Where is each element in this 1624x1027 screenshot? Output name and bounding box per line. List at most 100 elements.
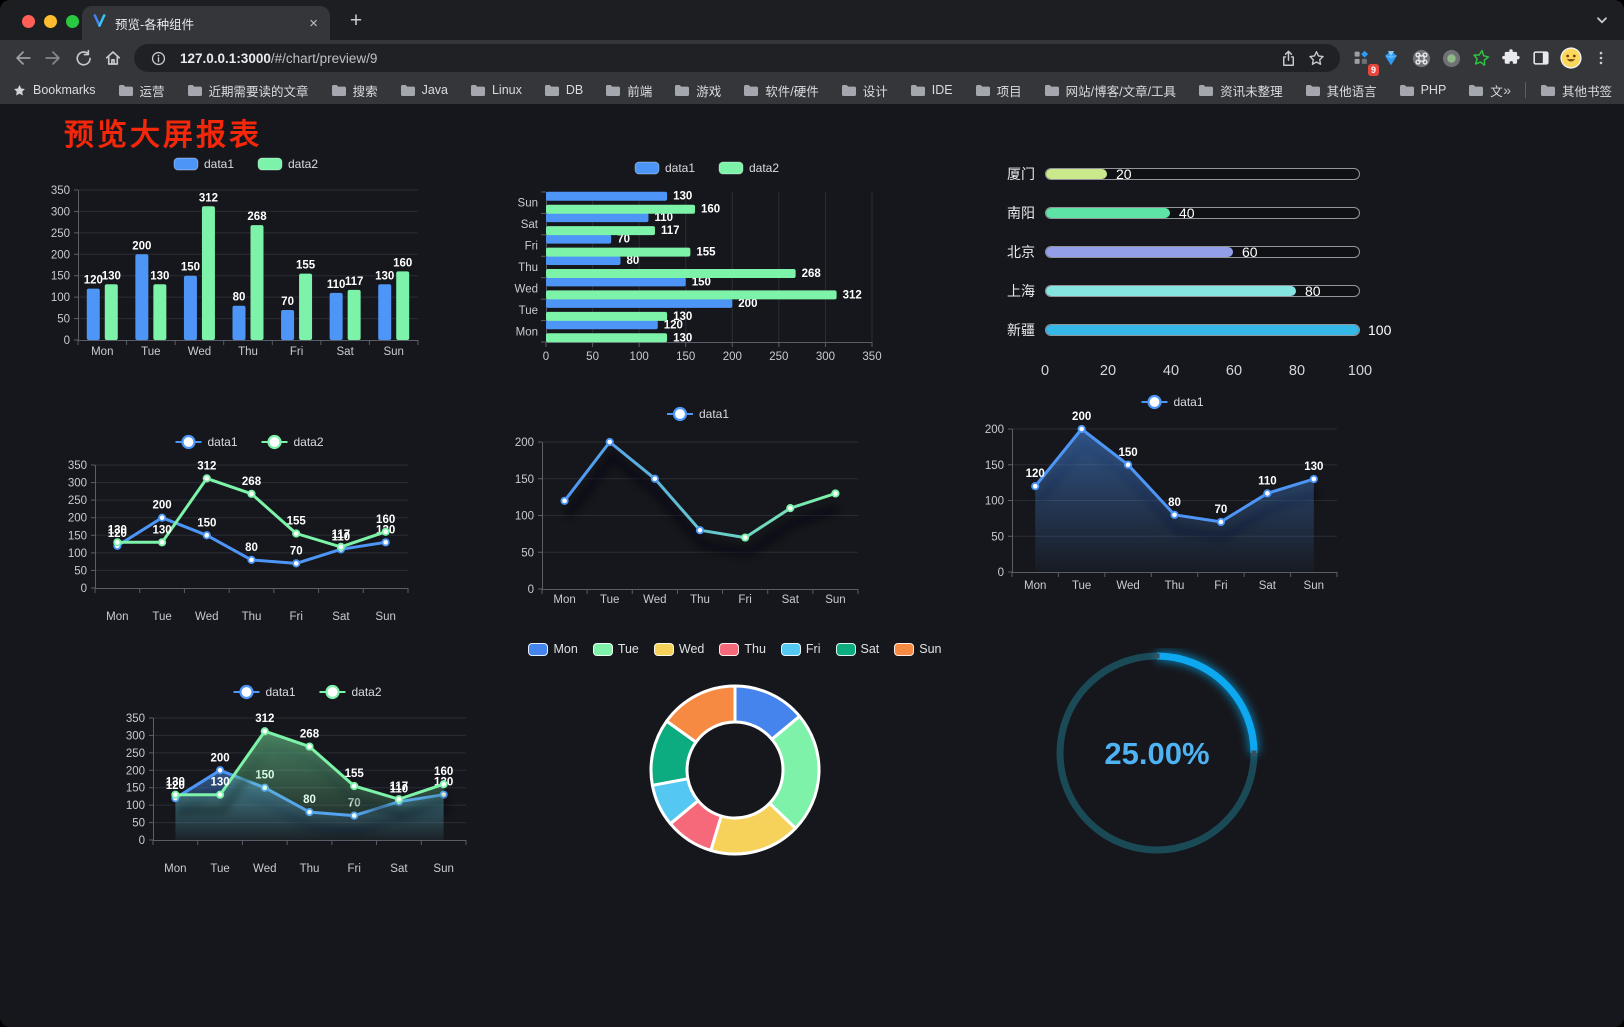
new-tab-button[interactable]: + bbox=[349, 9, 363, 32]
svg-text:200: 200 bbox=[68, 513, 87, 525]
bookmarks-manager-item[interactable]: Bookmarks bbox=[12, 83, 96, 98]
address-bar[interactable]: 127.0.0.1:3000/#/chart/preview/9 bbox=[134, 44, 1340, 72]
bookmarks-overflow-chevron[interactable]: » bbox=[1503, 82, 1511, 98]
hbar-data2-Sun bbox=[546, 204, 696, 214]
legend-item-Mon[interactable]: Mon bbox=[528, 642, 578, 656]
svg-text:0: 0 bbox=[139, 835, 145, 847]
horizontal-bar-chart: data1 data2 0 50 100 150 200 250 300 350 Mon Tue Wed… bbox=[506, 156, 886, 375]
legend-item-data1[interactable]: data1 bbox=[634, 161, 695, 175]
legend-swatch bbox=[592, 642, 613, 656]
bookmark-folder-item[interactable]: 游戏 bbox=[674, 81, 721, 100]
svg-text:312: 312 bbox=[199, 192, 218, 204]
legend-item-Sat[interactable]: Sat bbox=[835, 642, 879, 656]
bookmark-label: 游戏 bbox=[696, 84, 722, 99]
progress-track: 40 bbox=[1045, 205, 1360, 221]
extension-grid-icon[interactable]: 9 bbox=[1346, 43, 1379, 76]
sidebar-toggle-icon[interactable] bbox=[1526, 43, 1556, 73]
gradient-line-chart-svg: data1 0 50 100 150 200 Mon Tue Wed Thu Fri Sat Sun bbox=[515, 406, 859, 606]
extension-gem-icon[interactable] bbox=[1376, 43, 1406, 73]
forward-button[interactable] bbox=[38, 43, 68, 73]
bookmark-folder-item[interactable]: 文件服务器 bbox=[1468, 81, 1503, 100]
svg-text:Thu: Thu bbox=[518, 262, 538, 274]
bookmark-folder-item[interactable]: Linux bbox=[470, 83, 522, 97]
donut-pie-chart: Mon Tue Wed Thu Fri Sat Sun bbox=[528, 636, 942, 867]
svg-text:110: 110 bbox=[1258, 475, 1277, 487]
tab-search-chevron-icon[interactable] bbox=[1594, 12, 1610, 33]
legend-item-Fri[interactable]: Fri bbox=[780, 642, 821, 656]
legend-item-Thu[interactable]: Thu bbox=[719, 642, 766, 656]
toolbar: 127.0.0.1:3000/#/chart/preview/9 9 bbox=[0, 40, 1624, 76]
bookmark-folder-item[interactable]: 资讯未整理 bbox=[1198, 81, 1283, 100]
bookmark-label: 设计 bbox=[862, 84, 888, 99]
legend-item-data1[interactable]: data1 bbox=[233, 684, 296, 700]
bookmark-folder-item[interactable]: PHP bbox=[1399, 83, 1446, 97]
hbar-data1-Wed bbox=[546, 277, 686, 287]
svg-text:300: 300 bbox=[51, 206, 70, 218]
svg-text:Thu: Thu bbox=[300, 863, 320, 875]
bookmark-folder-item[interactable]: 其他语言 bbox=[1305, 81, 1377, 100]
tab-close-icon[interactable]: × bbox=[309, 14, 318, 32]
svg-text:Mon: Mon bbox=[91, 346, 113, 358]
browser-tab[interactable]: 预览-各种组件 × bbox=[82, 6, 330, 40]
svg-text:Mon: Mon bbox=[553, 594, 575, 606]
bookmark-folder-item[interactable]: 运营 bbox=[118, 81, 165, 100]
bookmark-folder-item[interactable]: 搜索 bbox=[331, 81, 378, 100]
svg-text:Sun: Sun bbox=[825, 594, 845, 606]
home-button[interactable] bbox=[98, 43, 128, 73]
svg-text:300: 300 bbox=[816, 351, 835, 363]
progress-fill bbox=[1046, 286, 1296, 296]
legend-item-data1[interactable]: data1 bbox=[1141, 394, 1204, 410]
menu-kebab-icon[interactable] bbox=[1586, 43, 1616, 73]
axis-tick-label: 40 bbox=[1162, 363, 1180, 379]
bookmark-folder-item[interactable]: 项目 bbox=[975, 81, 1022, 100]
bookmark-folder-item[interactable]: IDE bbox=[910, 83, 953, 97]
bookmark-folder-item[interactable]: 设计 bbox=[841, 81, 888, 100]
legend-item-data1[interactable]: data1 bbox=[173, 157, 234, 171]
progress-row: 厦门 20 bbox=[985, 166, 1360, 182]
folder-icon bbox=[1399, 84, 1415, 97]
legend-item-Sun[interactable]: Sun bbox=[894, 642, 942, 656]
bar-data2-Mon bbox=[104, 284, 118, 340]
profile-avatar[interactable] bbox=[1556, 43, 1586, 73]
legend-item-data2[interactable]: data2 bbox=[718, 161, 779, 175]
svg-text:70: 70 bbox=[1215, 504, 1228, 516]
folder-icon bbox=[1305, 84, 1321, 97]
close-window-button[interactable] bbox=[22, 15, 35, 28]
svg-text:0: 0 bbox=[81, 583, 87, 595]
extension-green-star-icon[interactable] bbox=[1466, 43, 1496, 73]
svg-text:200: 200 bbox=[738, 298, 757, 310]
legend-item-data2[interactable]: data2 bbox=[257, 157, 318, 171]
bookmark-folder-item[interactable]: Java bbox=[400, 83, 448, 97]
bookmark-folder-item[interactable]: 网站/博客/文章/工具 bbox=[1044, 81, 1176, 100]
bookmark-folder-item[interactable]: 软件/硬件 bbox=[743, 81, 819, 100]
progress-label: 新疆 bbox=[1007, 322, 1035, 338]
site-info-icon[interactable] bbox=[144, 44, 172, 72]
svg-text:350: 350 bbox=[51, 185, 70, 197]
legend-item-Tue[interactable]: Tue bbox=[592, 642, 639, 656]
maximize-window-button[interactable] bbox=[66, 15, 79, 28]
minimize-window-button[interactable] bbox=[44, 15, 57, 28]
svg-text:150: 150 bbox=[126, 783, 145, 795]
share-icon[interactable] bbox=[1274, 44, 1302, 72]
extensions-puzzle-icon[interactable] bbox=[1496, 43, 1526, 73]
other-bookmarks-folder[interactable]: 其他书签 bbox=[1540, 81, 1612, 100]
reload-button[interactable] bbox=[68, 43, 98, 73]
folder-icon bbox=[118, 84, 134, 97]
back-button[interactable] bbox=[8, 43, 38, 73]
bookmark-folder-item[interactable]: 近期需要读的文章 bbox=[187, 81, 309, 100]
bookmark-star-icon[interactable] bbox=[1302, 44, 1330, 72]
bookmark-folder-item[interactable]: 前端 bbox=[605, 81, 652, 100]
bookmark-label: 搜索 bbox=[352, 84, 378, 99]
legend-item-data2[interactable]: data2 bbox=[261, 434, 324, 450]
legend-item-data2[interactable]: data2 bbox=[319, 684, 382, 700]
legend-item-data1[interactable]: data1 bbox=[667, 406, 729, 422]
extension-command-icon[interactable] bbox=[1406, 43, 1436, 73]
legend-label: Fri bbox=[805, 642, 821, 656]
legend-item-Wed[interactable]: Wed bbox=[653, 642, 704, 656]
extension-record-icon[interactable] bbox=[1436, 43, 1466, 73]
bookmark-folder-item[interactable]: DB bbox=[544, 83, 583, 97]
svg-text:300: 300 bbox=[68, 478, 87, 490]
legend-item-data1[interactable]: data1 bbox=[175, 434, 238, 450]
hbar-data2-Mon bbox=[546, 333, 668, 343]
svg-text:Fri: Fri bbox=[290, 346, 303, 358]
